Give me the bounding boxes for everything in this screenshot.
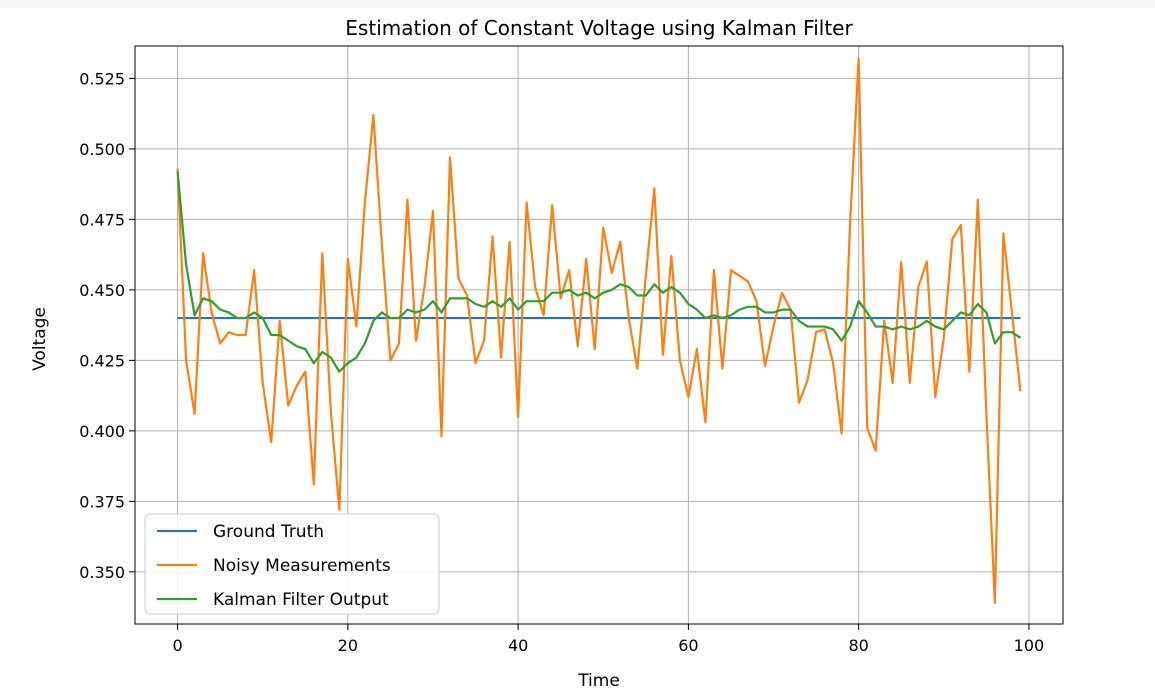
y-tick-label: 0.375: [79, 492, 125, 511]
legend-label-ground-truth: Ground Truth: [213, 522, 324, 542]
x-tick-label: 0: [172, 636, 182, 655]
x-tick-label: 80: [848, 636, 868, 655]
x-tick-label: 60: [678, 636, 698, 655]
y-axis-label: Voltage: [30, 307, 50, 371]
legend: Ground Truth Noisy Measurements Kalman Fil…: [144, 513, 440, 615]
y-axis-ticks: 0.350 0.375 0.400 0.425 0.450 0.475 0.500 0.525: [79, 69, 135, 582]
series-lines: [176, 57, 1022, 604]
legend-items: Ground Truth Noisy Measurements Kalman Fil…: [157, 522, 391, 610]
x-tick-label: 20: [338, 636, 358, 655]
y-tick-label: 0.400: [79, 422, 125, 441]
series-line-kalman-filter-output: [176, 171, 1022, 373]
x-axis-ticks: 0 20 40 60 80 100: [172, 624, 1044, 655]
plot-area-frame: [134, 45, 1064, 625]
x-tick-label: 100: [1014, 636, 1045, 655]
y-tick-label: 0.425: [79, 351, 125, 370]
series-line-noisy-measurements: [176, 57, 1022, 604]
x-tick-label: 40: [508, 636, 528, 655]
legend-label-kalman-filter-output: Kalman Filter Output: [213, 590, 389, 610]
legend-label-noisy-measurements: Noisy Measurements: [213, 556, 391, 576]
legend-box: [144, 513, 440, 615]
y-tick-label: 0.500: [79, 140, 125, 159]
y-tick-label: 0.450: [79, 281, 125, 300]
chart-title: Estimation of Constant Voltage using Kal…: [345, 16, 853, 40]
y-tick-label: 0.525: [79, 69, 125, 88]
y-tick-label: 0.350: [79, 563, 125, 582]
x-axis-label: Time: [577, 671, 620, 691]
y-tick-label: 0.475: [79, 210, 125, 229]
window-top-strip: [0, 0, 1155, 8]
